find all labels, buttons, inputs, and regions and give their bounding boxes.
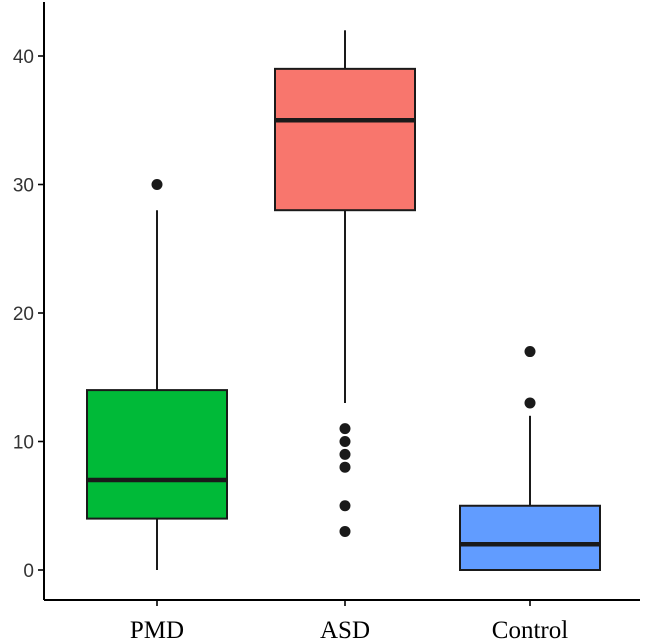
y-axis: 0 10 20 30 40 bbox=[13, 2, 45, 600]
outlier-point bbox=[339, 461, 351, 473]
outlier-point bbox=[339, 525, 351, 537]
boxes-layer bbox=[86, 30, 601, 571]
outlier-point bbox=[151, 179, 163, 190]
x-tick-label-control: Control bbox=[492, 617, 568, 642]
x-axis: PMD ASD Control bbox=[44, 599, 640, 642]
y-tick-label: 20 bbox=[13, 304, 34, 325]
box-iqr bbox=[459, 504, 601, 571]
y-tick-label: 30 bbox=[13, 176, 34, 197]
box-group-control bbox=[459, 346, 601, 571]
box-iqr bbox=[86, 389, 228, 520]
y-tick-label: 10 bbox=[13, 433, 34, 454]
y-tick-label: 0 bbox=[23, 561, 34, 582]
y-tick-label: 40 bbox=[13, 47, 34, 68]
outlier-point bbox=[339, 423, 351, 435]
outlier-point bbox=[339, 448, 351, 460]
outlier-point bbox=[339, 500, 351, 512]
x-tick-label-asd: ASD bbox=[320, 617, 370, 642]
outlier-point bbox=[524, 397, 536, 409]
outlier-point bbox=[524, 346, 536, 358]
x-tick-label-pmd: PMD bbox=[130, 617, 184, 642]
box-group-pmd bbox=[86, 179, 228, 570]
box-iqr bbox=[274, 67, 416, 212]
outlier-point bbox=[339, 436, 351, 447]
box-group-asd bbox=[274, 30, 416, 537]
